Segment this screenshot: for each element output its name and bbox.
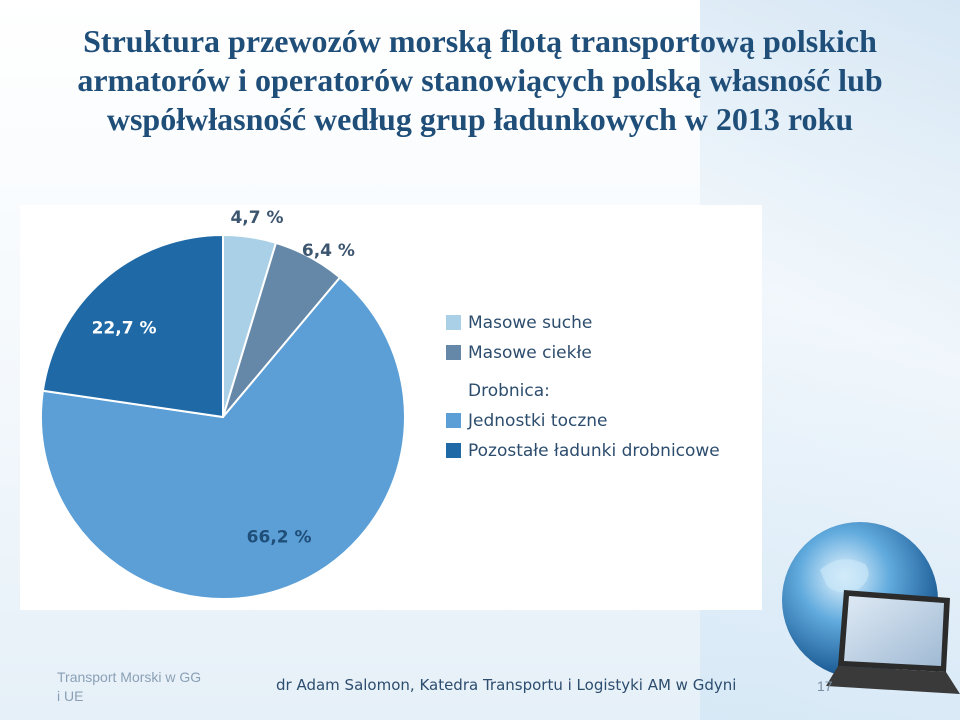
pie-slice-pozostale-ladunki-drobnicowe <box>41 233 224 419</box>
pie-label-masowe-suche: 4,7 % <box>230 208 283 228</box>
globe-laptop-illustration <box>782 522 960 694</box>
legend-label-masowe-suche: Masowe suche <box>468 313 592 333</box>
footer-author: dr Adam Salomon, Katedra Transportu i Lo… <box>276 676 737 694</box>
pie-label-jednostki-toczne: 66,2 % <box>247 528 312 548</box>
chart-panel: 4,7 % 6,4 % 66,2 % 22,7 % Masowe suche Masowe… <box>20 205 762 610</box>
page-number: 17 <box>817 678 833 694</box>
legend-label-jednostki-toczne: Jednostki toczne <box>467 411 608 431</box>
legend-group-heading: Drobnica: <box>468 381 550 401</box>
footer-course-title: Transport Morski w GG i UE <box>57 669 202 704</box>
legend-label-masowe-ciekle: Masowe ciekłe <box>468 343 592 363</box>
pie-chart: 4,7 % 6,4 % 66,2 % 22,7 % Masowe suche Masowe… <box>40 208 720 600</box>
pie-label-masowe-ciekle: 6,4 % <box>302 241 355 261</box>
legend-swatch-jednostki-toczne <box>446 413 461 428</box>
legend-swatch-pozostale-ladunki-drobnicowe <box>446 443 461 458</box>
legend-swatch-masowe-ciekle <box>446 345 461 360</box>
pie-label-pozostale-ladunki-drobnicowe: 22,7 % <box>92 318 157 338</box>
legend-swatch-masowe-suche <box>446 315 461 330</box>
legend-label-pozostale-ladunki-drobnicowe: Pozostałe ładunki drobnicowe <box>468 441 720 461</box>
slide-title: Struktura przewozów morską flotą transpo… <box>77 23 883 137</box>
pie-slice-jednostki-toczne <box>40 276 406 600</box>
